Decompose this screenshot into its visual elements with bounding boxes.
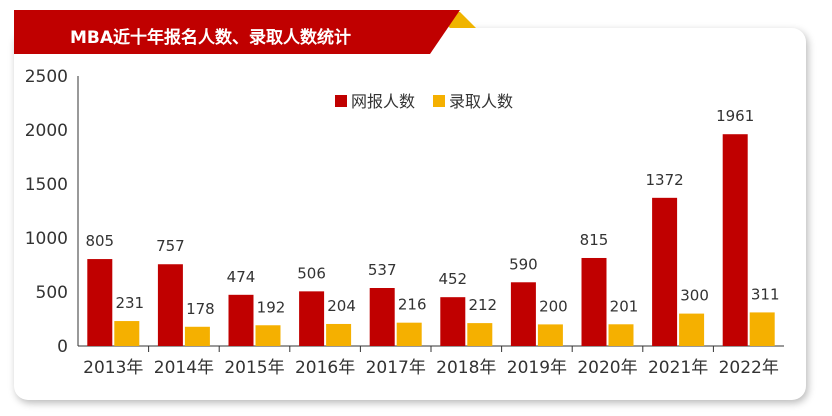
x-tick-label: 2017年 bbox=[366, 358, 426, 378]
data-label-apply: 1372 bbox=[646, 171, 684, 189]
y-tick-label: 500 bbox=[36, 283, 68, 303]
bar-apply bbox=[510, 282, 536, 346]
chart-title: MBA近十年报名人数、录取人数统计 bbox=[70, 28, 352, 48]
bar-apply bbox=[440, 297, 466, 346]
data-label-apply: 590 bbox=[509, 255, 538, 273]
y-tick-label: 2000 bbox=[25, 121, 68, 141]
legend-swatch bbox=[335, 95, 347, 107]
legend-label: 录取人数 bbox=[449, 92, 513, 111]
x-tick-label: 2022年 bbox=[719, 358, 779, 378]
x-tick-label: 2020年 bbox=[577, 358, 637, 378]
data-label-admit: 216 bbox=[398, 296, 427, 314]
data-label-admit: 178 bbox=[186, 300, 215, 318]
data-labels: 805 757 474 506 537 452 590 815 1372 1961 231 178 19… bbox=[85, 107, 779, 318]
y-tick-label: 1500 bbox=[25, 175, 68, 195]
legend: 网报人数 录取人数 bbox=[335, 92, 513, 111]
bar-apply bbox=[581, 257, 607, 346]
data-label-apply: 1961 bbox=[716, 107, 754, 125]
x-tick-label: 2013年 bbox=[83, 358, 143, 378]
bar-apply bbox=[87, 259, 113, 346]
data-label-admit: 300 bbox=[680, 287, 709, 305]
legend-label: 网报人数 bbox=[351, 92, 415, 111]
x-tick-label: 2015年 bbox=[224, 358, 284, 378]
bar-apply bbox=[722, 134, 748, 346]
bars bbox=[87, 134, 775, 346]
x-tick-label: 2016年 bbox=[295, 358, 355, 378]
data-label-admit: 201 bbox=[610, 297, 639, 315]
bar-admit bbox=[608, 324, 634, 346]
data-label-apply: 452 bbox=[438, 270, 467, 288]
x-tick-label: 2018年 bbox=[436, 358, 496, 378]
data-label-apply: 757 bbox=[156, 237, 185, 255]
data-label-apply: 474 bbox=[227, 268, 256, 286]
x-tick-label: 2019年 bbox=[507, 358, 567, 378]
bar-admit bbox=[679, 313, 705, 346]
data-label-apply: 506 bbox=[297, 264, 326, 282]
data-label-apply: 815 bbox=[580, 231, 609, 249]
title-banner-red-band bbox=[14, 10, 460, 54]
bar-admit bbox=[184, 326, 210, 346]
data-label-admit: 311 bbox=[751, 285, 780, 303]
data-label-admit: 231 bbox=[115, 294, 144, 312]
x-tick-label: 2021年 bbox=[648, 358, 708, 378]
bar-apply bbox=[228, 294, 254, 346]
title-banner-shape bbox=[14, 10, 476, 54]
bar-admit bbox=[537, 324, 563, 346]
bar-admit bbox=[749, 312, 775, 346]
bar-admit bbox=[396, 322, 422, 346]
y-tick-label: 1000 bbox=[25, 229, 68, 249]
legend-swatch bbox=[433, 95, 445, 107]
bar-admit bbox=[114, 321, 140, 346]
data-label-admit: 200 bbox=[539, 297, 568, 315]
bar-admit bbox=[467, 323, 493, 346]
bar-apply bbox=[299, 291, 325, 346]
bar-apply bbox=[369, 288, 395, 346]
data-label-apply: 537 bbox=[368, 261, 397, 279]
x-tick-labels: 2013年 2014年 2015年 2016年 2017年 2018年 2019年 2020年… bbox=[83, 346, 779, 378]
bar-apply bbox=[652, 197, 678, 346]
bar-apply bbox=[157, 264, 183, 346]
bar-admit bbox=[326, 323, 352, 346]
y-tick-label: 2500 bbox=[25, 67, 68, 87]
data-label-admit: 204 bbox=[327, 297, 356, 315]
title-banner: MBA近十年报名人数、录取人数统计 bbox=[14, 8, 494, 56]
y-tick-label: 0 bbox=[57, 337, 68, 357]
data-label-apply: 805 bbox=[85, 232, 114, 250]
y-tick-labels: 0 500 1000 1500 2000 2500 bbox=[25, 67, 68, 357]
x-tick-label: 2014年 bbox=[154, 358, 214, 378]
data-label-admit: 192 bbox=[257, 298, 286, 316]
bar-admit bbox=[255, 325, 281, 346]
data-label-admit: 212 bbox=[468, 296, 497, 314]
